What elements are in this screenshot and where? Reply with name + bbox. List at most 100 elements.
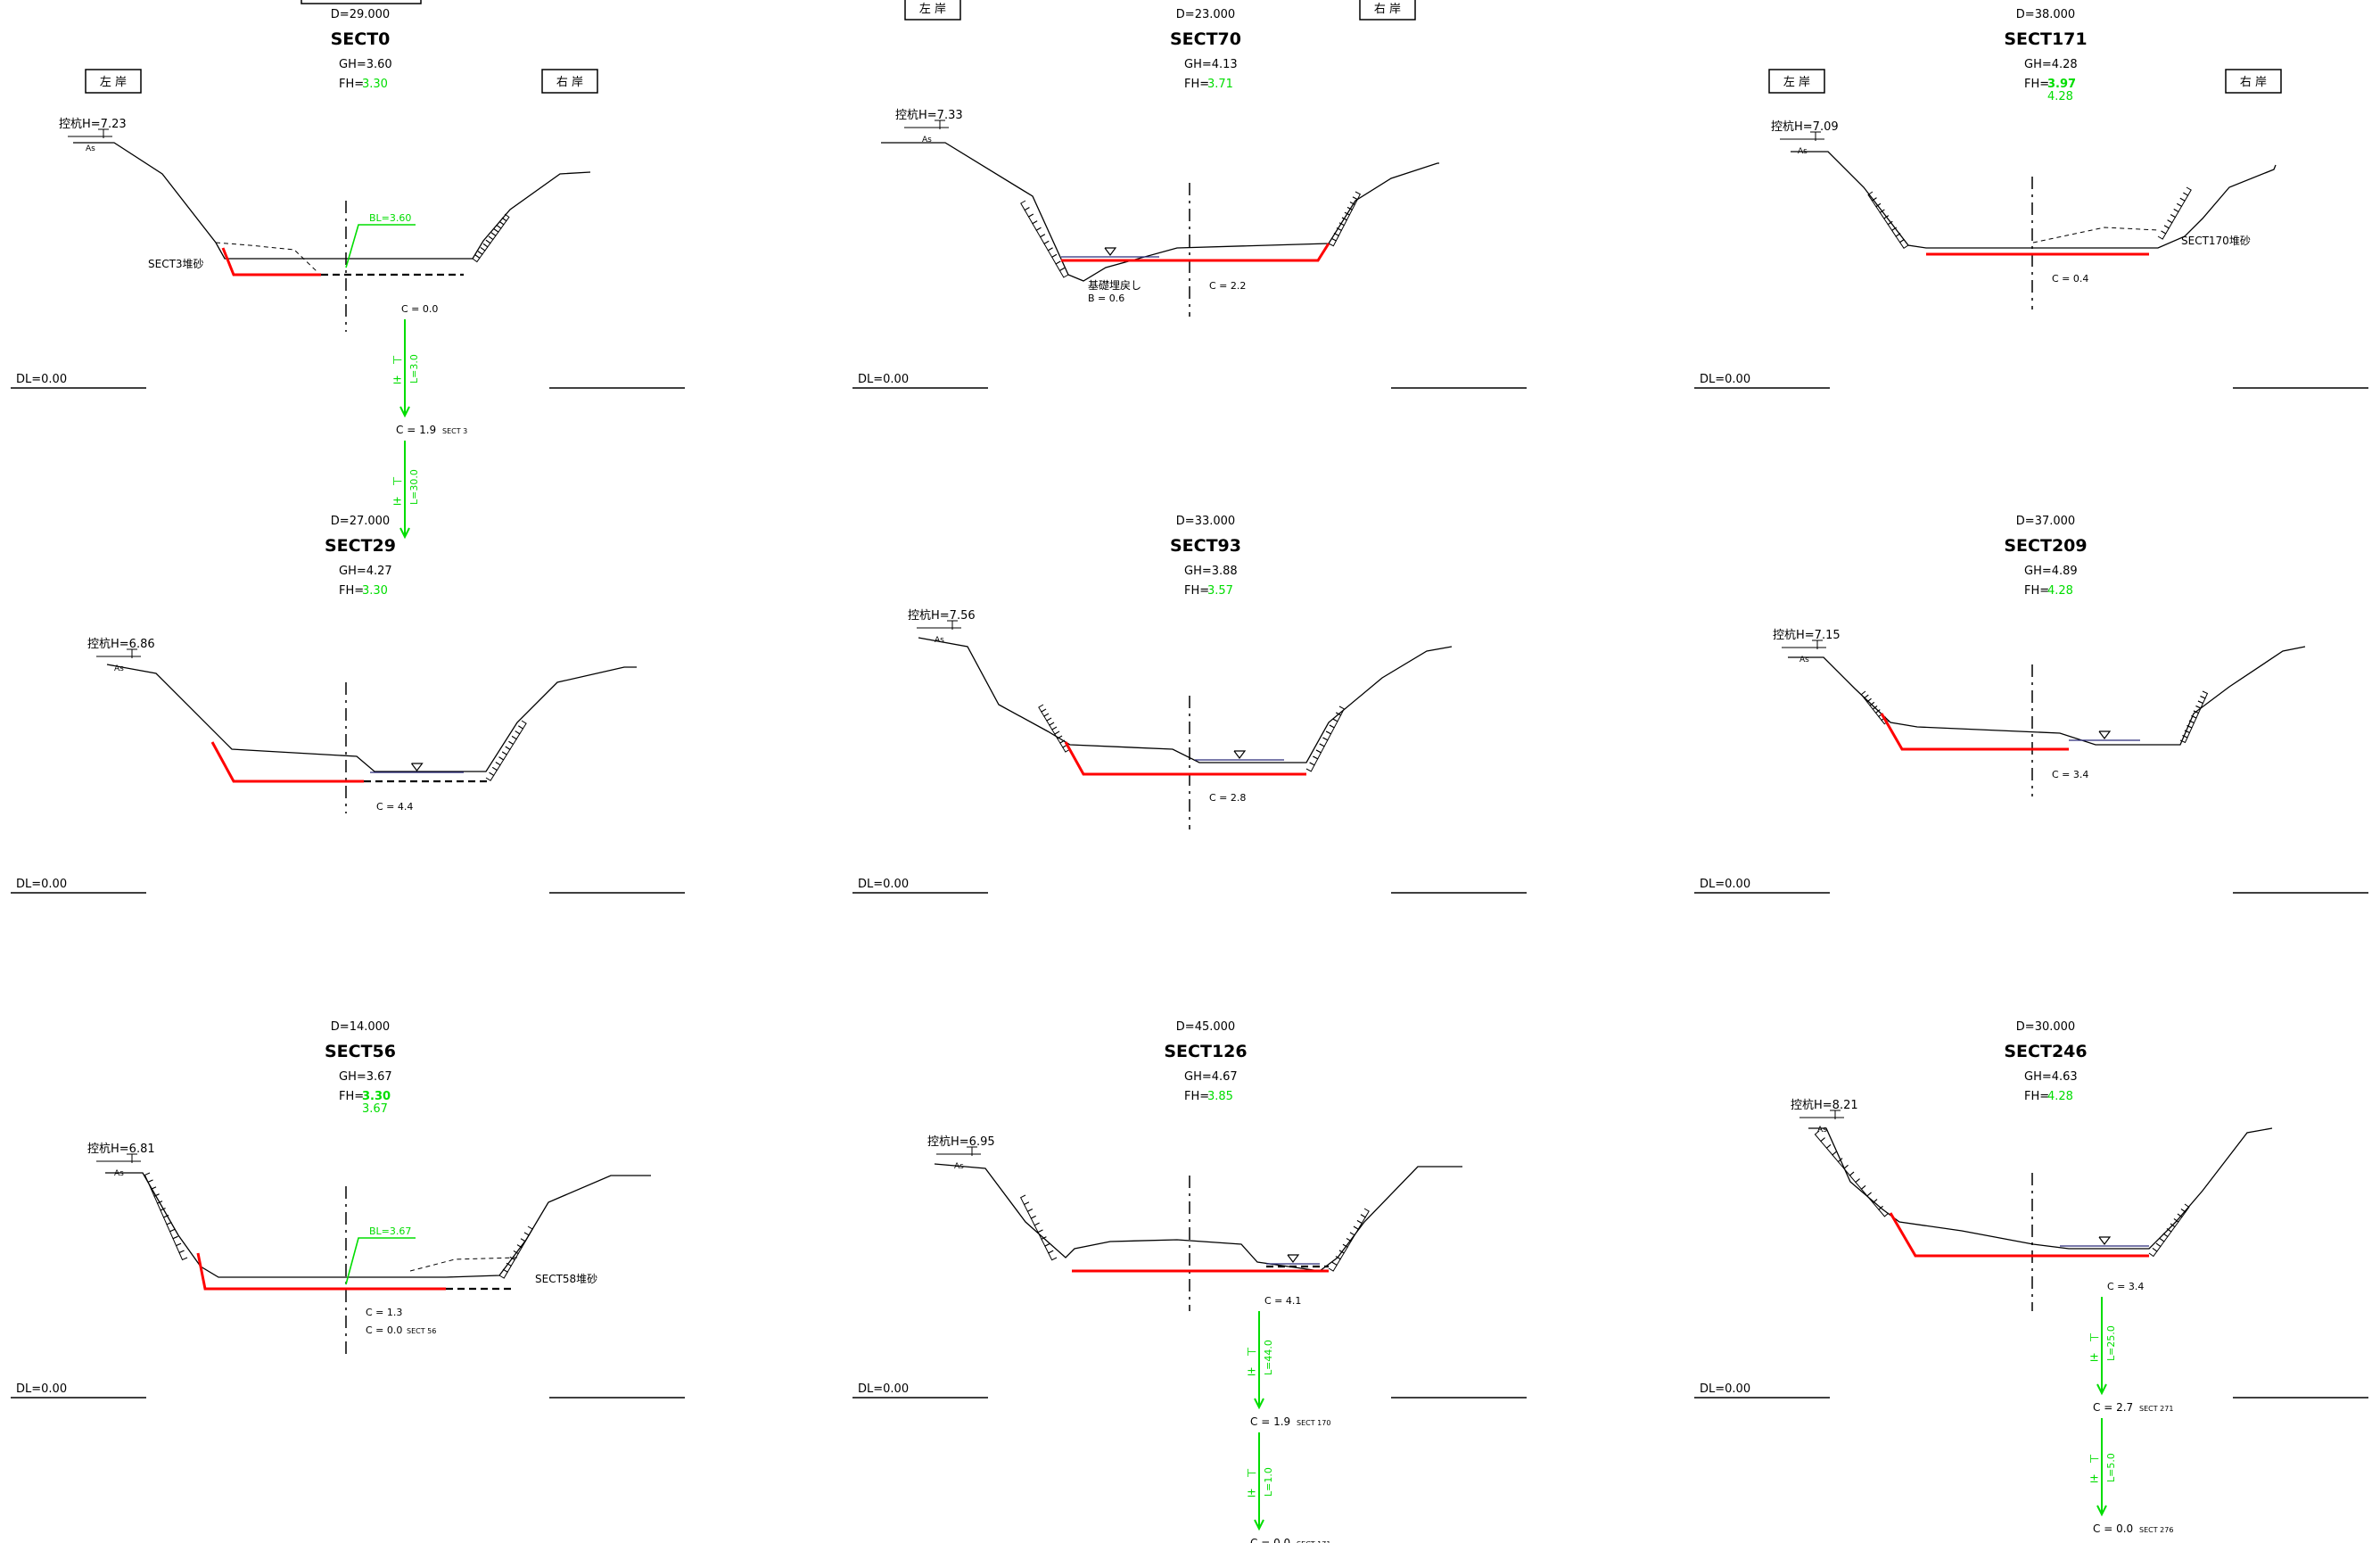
fh-label-prefix: FH= <box>1184 584 1209 598</box>
revetment-block <box>1027 213 1038 225</box>
section-name: SECT209 <box>2004 536 2087 556</box>
flow-length-label: L=3.0 <box>408 354 420 384</box>
flow-symbol: ± <box>1247 1366 1256 1379</box>
revetment-block <box>2180 1203 2190 1213</box>
design-bed-line <box>210 741 364 783</box>
water-level-marker <box>2098 1236 2112 1245</box>
fh-label-prefix: FH= <box>339 1090 364 1103</box>
fh-value: 3.97 <box>2047 78 2076 91</box>
water-level-marker <box>1104 247 1117 256</box>
revetment-block <box>1322 730 1332 741</box>
ground-height-label: GH=4.63 <box>2024 1070 2078 1084</box>
note-label: 基礎埋戻し <box>1088 279 1141 292</box>
revetment-block <box>2173 202 2183 213</box>
section-name: SECT93 <box>1170 536 1241 556</box>
asphalt-label: As <box>1799 656 1809 664</box>
design-bed-line <box>1889 1212 2149 1258</box>
fh-value: 3.57 <box>1207 584 1233 598</box>
right-bank-box <box>2225 69 2282 94</box>
fh-label-prefix: FH= <box>339 584 364 598</box>
revetment-block <box>505 740 515 750</box>
design-bed-line <box>1064 741 1306 776</box>
fh-secondary-value: 4.28 <box>2047 90 2073 103</box>
flow-c-ref: SECT 271 <box>2139 1405 2173 1413</box>
flow-symbol: ± <box>392 495 402 508</box>
revetment-block <box>1039 234 1050 244</box>
right-bank-label: 右 岸 <box>556 76 583 89</box>
revetment-block <box>1825 1143 1837 1156</box>
revetment-block <box>1336 705 1345 716</box>
distance-label: D=33.000 <box>1176 515 1235 528</box>
datum-label: DL=0.00 <box>16 373 67 386</box>
right-bank-box <box>541 69 598 94</box>
revetment-block <box>2167 214 2177 224</box>
ground-height-label: GH=4.27 <box>339 565 392 578</box>
flow-symbol: ⊢ <box>392 354 402 367</box>
asphalt-label: As <box>922 136 932 144</box>
datum-label: DL=0.00 <box>1700 373 1750 386</box>
revetment-block <box>508 736 517 746</box>
ground-profile <box>1788 646 2306 746</box>
revetment-block <box>2161 225 2170 235</box>
datum-label: DL=0.00 <box>16 878 67 891</box>
control-pile-label: 控杭H=7.09 <box>1771 120 1839 134</box>
note-label: SECT170堆砂 <box>2181 235 2251 247</box>
revetment-block <box>1035 227 1046 238</box>
revetment-block <box>1048 1250 1058 1261</box>
note-label: SECT3堆砂 <box>148 258 204 270</box>
left-bank-box <box>1768 69 1825 94</box>
cross-section-sect126: D=45.000 SECT126 GH=4.67 FH=3.85 DL=0.00 控杭H=… <box>852 1020 1527 1543</box>
revetment-block <box>501 746 511 755</box>
distance-label: D=27.000 <box>331 515 390 528</box>
flow-symbol: ± <box>1247 1487 1256 1500</box>
previous-profile <box>2032 227 2159 243</box>
revetment-block <box>489 766 498 777</box>
cross-section-sect209: D=37.000 SECT209 GH=4.89 FH=4.28 DL=0.00 控杭H=… <box>1694 515 2368 894</box>
ground-height-label: GH=3.60 <box>339 58 392 71</box>
cross-section-sect0: D=29.000 SECT0 GH=3.60 FH=3.30 左 岸 右 岸 DL=0.00… <box>11 0 685 540</box>
distance-label: D=45.000 <box>1176 1020 1235 1034</box>
flow-c-value: C = 1.9 <box>1250 1415 1290 1428</box>
ground-profile <box>1808 1127 2273 1250</box>
flow-c-ref: SECT 276 <box>2139 1526 2173 1534</box>
revetment-block <box>501 213 510 222</box>
left-bank-label: 左 岸 <box>919 3 946 16</box>
revetment-block <box>1837 1158 1849 1169</box>
flow-c-value: C = 2.7 <box>2093 1401 2133 1414</box>
revetment-block <box>1315 743 1325 754</box>
revetment-block <box>1032 220 1042 231</box>
distance-label: D=38.000 <box>2016 8 2075 21</box>
bed-level-leader <box>345 1237 416 1285</box>
control-pile-label: 控杭H=6.86 <box>87 638 155 651</box>
previous-profile <box>409 1257 518 1272</box>
flow-c-ref: SECT 3 <box>442 427 467 435</box>
c-value-secondary: C = 0.0 <box>366 1324 402 1336</box>
revetment-block <box>1325 724 1335 735</box>
revetment-block <box>513 1244 523 1255</box>
c-value-label: C = 1.3 <box>366 1307 402 1318</box>
flow-c-ref: SECT 171 <box>1297 1540 1330 1543</box>
cross-section-sect171: D=38.000 SECT171 GH=4.28 FH=3.974.28 左 岸 右 岸 D… <box>1694 8 2368 389</box>
revetment-block <box>1849 1171 1860 1184</box>
section-name: SECT246 <box>2004 1042 2087 1061</box>
revetment-block <box>495 756 505 766</box>
ground-profile <box>918 637 1453 763</box>
fh-value: 4.28 <box>2047 584 2073 598</box>
section-name: SECT171 <box>2004 29 2087 49</box>
revetment-block <box>1352 191 1362 201</box>
water-level-marker <box>411 763 424 772</box>
revetment-block <box>1020 200 1030 211</box>
ground-height-label: GH=4.67 <box>1184 1070 1238 1084</box>
revetment-block <box>2177 197 2186 208</box>
revetment-block <box>1309 755 1319 766</box>
revetment-block <box>2170 209 2179 219</box>
fh-label-prefix: FH= <box>1184 1090 1209 1103</box>
flow-length-label: L=30.0 <box>408 469 420 505</box>
control-pile-label: 控杭H=7.33 <box>895 109 963 122</box>
ground-height-label: GH=4.13 <box>1184 58 1238 71</box>
right-bank-label: 右 岸 <box>2240 76 2267 89</box>
section-name: SECT29 <box>325 536 396 556</box>
ground-height-label: GH=3.88 <box>1184 565 1238 578</box>
revetment-block <box>511 730 521 740</box>
